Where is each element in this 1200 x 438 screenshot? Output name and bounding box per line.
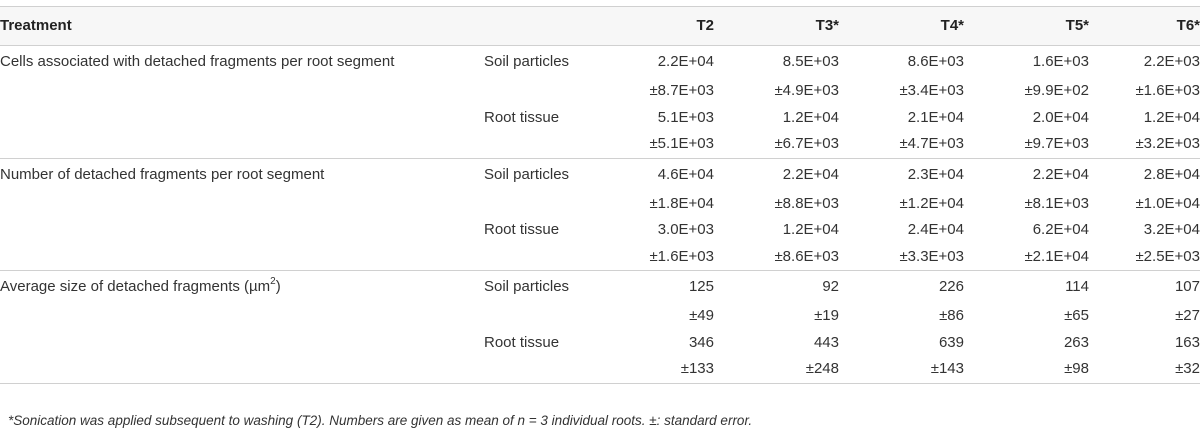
metric-label-tail: ) (275, 278, 281, 295)
mean-cell: 2.2E+03 (1143, 53, 1200, 70)
error-cell: ±19 (814, 307, 839, 324)
subcategory-label: Root tissue (484, 221, 560, 238)
error-cell: ±133 (680, 360, 714, 377)
header-col-t2: T2 (696, 17, 714, 34)
table-row: Number of detached fragments per root se… (0, 158, 1200, 191)
error-cell: ±98 (1064, 360, 1089, 377)
mean-cell: 125 (688, 278, 714, 295)
mean-cell: 3.2E+04 (1143, 221, 1200, 238)
error-cell: ±86 (939, 307, 964, 324)
mean-cell: 163 (1174, 333, 1200, 351)
mean-cell: 8.5E+03 (782, 53, 839, 70)
metric-label-text: Average size of detached fragments (µm (0, 278, 271, 295)
mean-cell: 6.2E+04 (1032, 221, 1089, 238)
error-cell: ±4.7E+03 (899, 135, 964, 152)
error-cell: ±248 (805, 360, 839, 377)
error-cell: ±1.0E+04 (1135, 194, 1200, 212)
error-cell: ±1.2E+04 (899, 194, 964, 212)
table-row: ±1.8E+04 ±8.8E+03 ±1.2E+04 ±8.1E+03 ±1.0… (0, 191, 1200, 218)
error-cell: ±65 (1064, 307, 1089, 324)
header-subcategory-blank (484, 7, 594, 46)
table-row: ±49 ±19 ±86 ±65 ±27 (0, 303, 1200, 330)
mean-cell: 5.1E+03 (657, 108, 714, 126)
error-cell: ±6.7E+03 (774, 135, 839, 152)
mean-cell: 443 (813, 333, 839, 351)
mean-cell: 639 (938, 333, 964, 351)
mean-cell: 2.2E+04 (657, 53, 714, 70)
header-col-t5: T5* (1065, 17, 1089, 34)
error-cell: ±8.6E+03 (774, 247, 839, 265)
mean-cell: 92 (822, 278, 839, 295)
mean-cell: 2.2E+04 (1032, 165, 1089, 183)
metric-label-superscript: 2 (270, 276, 276, 287)
header-col-t3: T3* (815, 17, 839, 34)
subcategory-label: Root tissue (484, 108, 560, 126)
table-row: Cells associated with detached fragments… (0, 46, 1200, 79)
header-col-t6: T6* (1176, 17, 1200, 34)
error-cell: ±8.1E+03 (1024, 194, 1089, 212)
mean-cell: 2.8E+04 (1143, 165, 1200, 183)
table-row: Root tissue 5.1E+03 1.2E+04 2.1E+04 2.0E… (0, 105, 1200, 132)
table-row: Average size of detached fragments (µm2)… (0, 271, 1200, 304)
error-cell: ±1.6E+03 (649, 247, 714, 265)
table-row: ±1.6E+03 ±8.6E+03 ±3.3E+03 ±2.1E+04 ±2.5… (0, 244, 1200, 271)
metric-label: Average size of detached fragments (µm2) (0, 271, 484, 304)
mean-cell: 263 (1063, 333, 1089, 351)
subcategory-label: Soil particles (484, 278, 570, 295)
error-cell: ±8.7E+03 (649, 82, 714, 99)
header-col-t4: T4* (940, 17, 964, 34)
error-cell: ±9.9E+02 (1024, 82, 1089, 99)
table-footnote: *Sonication was applied subsequent to wa… (8, 413, 753, 428)
error-cell: ±2.5E+03 (1135, 247, 1200, 265)
error-cell: ±9.7E+03 (1024, 135, 1089, 152)
mean-cell: 2.0E+04 (1032, 108, 1089, 126)
subcategory-label: Soil particles (484, 53, 570, 70)
mean-cell: 2.2E+04 (782, 165, 839, 183)
table-row: ±133 ±248 ±143 ±98 ±32 (0, 356, 1200, 383)
mean-cell: 2.3E+04 (907, 165, 964, 183)
table-header-row: Treatment T2 T3* T4* T5* T6* (0, 6, 1200, 46)
table-row: Root tissue 346 443 639 263 163 (0, 330, 1200, 357)
error-cell: ±2.1E+04 (1024, 247, 1089, 265)
mean-cell: 1.2E+04 (1143, 108, 1200, 126)
error-cell: ±143 (930, 360, 964, 377)
table-row: ±8.7E+03 ±4.9E+03 ±3.4E+03 ±9.9E+02 ±1.6… (0, 78, 1200, 105)
metric-label: Cells associated with detached fragments… (0, 53, 395, 70)
mean-cell: 1.2E+04 (782, 108, 839, 126)
subcategory-label: Soil particles (484, 165, 570, 183)
mean-cell: 114 (1065, 278, 1089, 295)
mean-cell: 107 (1174, 278, 1200, 295)
error-cell: ±27 (1175, 307, 1200, 324)
error-cell: ±1.8E+04 (649, 194, 714, 212)
error-cell: ±3.4E+03 (899, 82, 964, 99)
table-row: Root tissue 3.0E+03 1.2E+04 2.4E+04 6.2E… (0, 217, 1200, 244)
mean-cell: 346 (688, 333, 714, 351)
mean-cell: 1.2E+04 (782, 221, 839, 238)
mean-cell: 3.0E+03 (657, 221, 714, 238)
subcategory-label: Root tissue (484, 333, 560, 351)
error-cell: ±5.1E+03 (649, 135, 714, 152)
mean-cell: 8.6E+03 (907, 53, 964, 70)
mean-cell: 2.4E+04 (907, 221, 964, 238)
error-cell: ±49 (689, 307, 714, 324)
error-cell: ±3.2E+03 (1135, 135, 1200, 152)
table-row: ±5.1E+03 ±6.7E+03 ±4.7E+03 ±9.7E+03 ±3.2… (0, 131, 1200, 158)
error-cell: ±4.9E+03 (774, 82, 839, 99)
results-table: Treatment T2 T3* T4* T5* T6* Cells assoc… (0, 6, 1200, 384)
metric-label: Number of detached fragments per root se… (0, 165, 325, 183)
error-cell: ±8.8E+03 (774, 194, 839, 212)
mean-cell: 1.6E+03 (1032, 53, 1089, 70)
mean-cell: 226 (938, 278, 964, 295)
error-cell: ±1.6E+03 (1135, 82, 1200, 99)
mean-cell: 4.6E+04 (657, 165, 714, 183)
error-cell: ±32 (1175, 360, 1200, 377)
mean-cell: 2.1E+04 (907, 108, 964, 126)
error-cell: ±3.3E+03 (899, 247, 964, 265)
header-treatment: Treatment (0, 17, 72, 34)
